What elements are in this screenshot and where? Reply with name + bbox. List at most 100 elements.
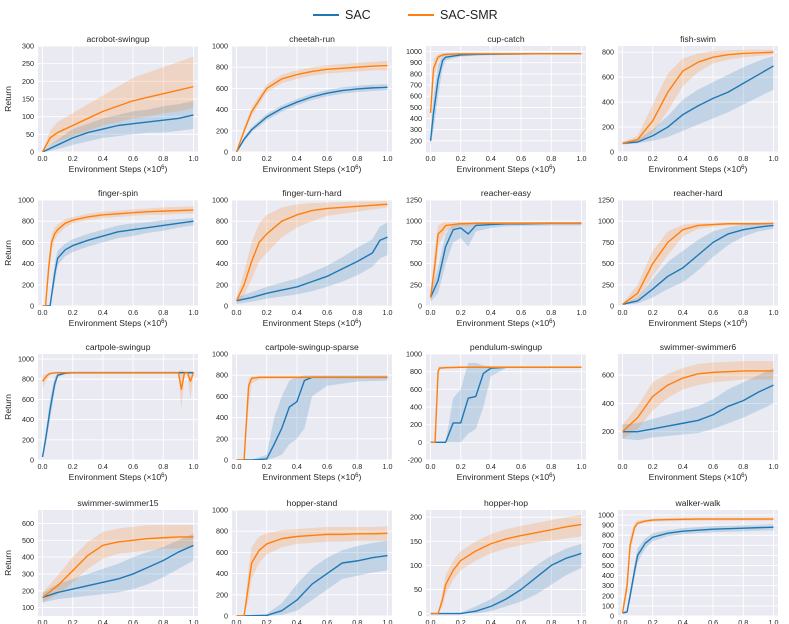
legend: SAC SAC-SMR (0, 6, 789, 24)
y-axis-label: Return (3, 394, 13, 420)
x-tick-label: 0.2 (648, 308, 658, 317)
subplot-hopper-hop: 0.0 0.2 0.4 0.6 0.8 1.0 0 50 100 150 200 hopper-hop… (410, 498, 586, 624)
x-tick-label: 0.2 (68, 154, 78, 163)
subplot-fish-swim: 0.0 0.2 0.4 0.6 0.8 1.0 0 200 400 600 800 fish-swim… (602, 34, 778, 174)
y-tick-label: 500 (410, 259, 422, 268)
plot-area (618, 46, 778, 152)
subplot-title: acrobot-swingup (86, 34, 149, 44)
x-tick-label: 0.6 (128, 618, 138, 624)
band-SAC (622, 55, 774, 145)
plot-area (232, 510, 392, 616)
series-group (235, 60, 388, 152)
x-tick-label: 1.0 (768, 462, 778, 471)
x-tick-label: 0.4 (486, 618, 496, 624)
line-SAC-SMR (430, 523, 582, 615)
y-tick-label: 750 (602, 238, 614, 247)
subplot-title: hopper-stand (287, 498, 338, 508)
y-tick-label: 100 (22, 112, 34, 121)
x-tick-label: 0.2 (262, 154, 272, 163)
y-tick-label: 400 (216, 413, 228, 422)
x-tick-label: 0.2 (262, 308, 272, 317)
band-SAC (622, 368, 774, 441)
x-tick-label: 0.0 (426, 154, 436, 163)
y-tick-label: 0 (610, 148, 614, 157)
x-tick-label: 0.6 (516, 154, 526, 163)
x-tick-label: 0.8 (352, 308, 362, 317)
plot-area (232, 354, 392, 460)
y-tick-label: 0 (30, 456, 34, 465)
x-axis-label: Environment Steps (×106) (457, 318, 556, 328)
x-tick-label: 0.8 (546, 308, 556, 317)
y-tick-label: 400 (602, 571, 614, 580)
series-group (621, 517, 774, 614)
y-tick-label: 1000 (406, 217, 422, 226)
line-SAC (42, 544, 194, 599)
y-tick-label: 50 (414, 585, 422, 594)
y-tick-label: 150 (410, 537, 422, 546)
y-axis-label: Return (3, 240, 13, 266)
x-tick-label: 0.6 (708, 618, 718, 624)
subplot-title: pendulum-swingup (470, 342, 542, 352)
band-SAC (430, 362, 582, 443)
y-tick-label: 0 (610, 302, 614, 311)
band-SAC (236, 84, 388, 152)
y-tick-label: 0 (418, 302, 422, 311)
x-tick-label: 0.0 (618, 308, 628, 317)
series-group (622, 222, 774, 306)
subplot-finger-spin: 0.0 0.2 0.4 0.6 0.8 1.0 0 200 400 600 800 1000 finge… (3, 188, 198, 328)
line-SAC (42, 220, 194, 306)
x-tick-label: 1.0 (576, 308, 586, 317)
x-tick-label: 0.8 (352, 154, 362, 163)
y-tick-label: 400 (410, 114, 422, 123)
subplot-title: cup-catch (487, 34, 524, 44)
x-tick-label: 0.0 (618, 154, 628, 163)
x-tick-label: 0.8 (158, 618, 168, 624)
y-tick-label: 400 (602, 399, 614, 408)
y-tick-label: 150 (22, 95, 34, 104)
y-tick-label: 300 (22, 42, 34, 51)
y-tick-label: 800 (602, 531, 614, 540)
y-tick-label: 100 (410, 561, 422, 570)
x-tick-label: 0.4 (292, 308, 302, 317)
line-SAC (622, 224, 774, 305)
y-tick-label: 400 (410, 403, 422, 412)
series-group (429, 222, 582, 302)
subplot-cartpole-swingup: 0.0 0.2 0.4 0.6 0.8 1.0 0 200 400 600 800 1000 cartp… (3, 342, 198, 482)
subplot-title: fish-swim (680, 34, 716, 44)
line-SAC (622, 65, 774, 144)
series-group (236, 526, 388, 616)
y-tick-label: 600 (22, 519, 34, 528)
y-tick-label: 300 (410, 125, 422, 134)
x-tick-label: 0.0 (38, 154, 48, 163)
y-tick-label: 200 (410, 420, 422, 429)
subplot-finger-turn-hard: 0.0 0.2 0.4 0.6 0.8 1.0 0 200 400 600 800 1000 finge… (212, 188, 392, 328)
y-tick-label: 200 (410, 136, 422, 145)
x-tick-label: 0.2 (262, 618, 272, 624)
subplot-title: cheetah-run (289, 34, 335, 44)
subplot-swimmer-swimmer15: 0.0 0.2 0.4 0.6 0.8 1.0 100 200 300 400 500 600 swim… (3, 498, 198, 624)
x-axis-label: Environment Steps (×106) (649, 472, 748, 482)
y-tick-label: 1000 (18, 196, 34, 205)
y-tick-label: 500 (22, 536, 34, 545)
x-tick-label: 0.0 (232, 154, 242, 163)
series-group (41, 369, 195, 458)
x-tick-label: 0.2 (456, 462, 466, 471)
band-SAC (236, 375, 388, 460)
x-tick-label: 0.2 (648, 618, 658, 624)
legend-item-sac-smr: SAC-SMR (408, 6, 498, 24)
line-SAC (236, 236, 388, 302)
x-tick-label: 0.0 (618, 462, 628, 471)
x-tick-label: 0.6 (322, 308, 332, 317)
y-tick-label: 800 (216, 217, 228, 226)
line-SAC (622, 384, 774, 433)
x-axis-label: Environment Steps (×106) (69, 318, 168, 328)
y-tick-label: 800 (216, 63, 228, 72)
x-tick-label: 0.0 (232, 308, 242, 317)
series-group (622, 49, 774, 145)
subplot-title: walker-walk (675, 498, 722, 508)
x-tick-label: 0.2 (68, 618, 78, 624)
x-tick-label: 1.0 (188, 154, 198, 163)
plot-area (426, 200, 586, 306)
subplot-cartpole-swingup-sparse: 0.0 0.2 0.4 0.6 0.8 1.0 0 200 400 600 800 1000 cartp… (212, 342, 392, 482)
y-tick-label: 1250 (598, 196, 614, 205)
